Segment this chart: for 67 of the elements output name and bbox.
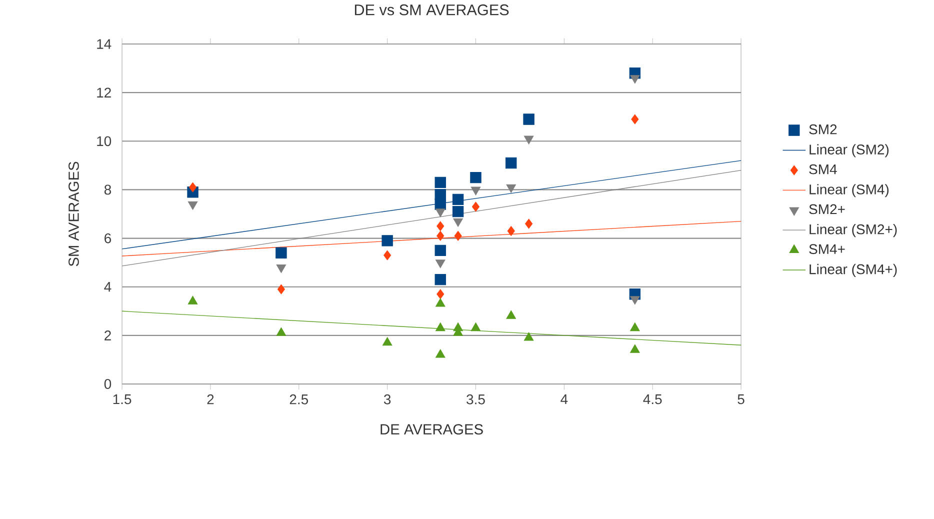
point: [434, 274, 446, 286]
point: [276, 247, 287, 259]
point: [382, 337, 392, 346]
point: [630, 322, 640, 332]
y-tick-label: 12: [97, 88, 111, 98]
x-tick-label: 1.5: [113, 394, 132, 404]
point: [277, 284, 285, 294]
legend-label: SM2: [809, 124, 837, 134]
y-tick-label: 10: [97, 136, 112, 146]
x-tick-label: 4: [560, 394, 568, 404]
point: [188, 201, 198, 210]
y-tick-label: 0: [104, 379, 112, 390]
point: [452, 206, 464, 218]
x-tick-label: 2: [207, 394, 214, 404]
x-tick-label: 2.5: [290, 394, 308, 404]
point: [436, 231, 444, 241]
point: [470, 172, 482, 184]
point: [189, 182, 197, 192]
legend-label: Linear (SM4+): [810, 264, 897, 278]
point: [436, 221, 444, 232]
legend-label: Linear (SM4): [810, 184, 889, 198]
point: [506, 310, 516, 320]
y-axis-title: SM AVERAGES: [68, 162, 79, 266]
point: [436, 289, 444, 300]
point: [276, 328, 286, 336]
point: [506, 158, 517, 169]
point: [384, 250, 392, 260]
point: [435, 208, 446, 218]
point: [523, 114, 534, 125]
point: [434, 244, 446, 256]
point: [470, 186, 481, 196]
point: [470, 322, 481, 332]
point: [435, 298, 446, 307]
legend-label: Linear (SM2+): [810, 224, 897, 238]
point: [452, 194, 464, 206]
y-tick-label: 8: [104, 184, 112, 195]
legend-label: SM4: [809, 164, 837, 174]
point: [434, 176, 446, 188]
point: [524, 332, 534, 341]
y-tick-label: 4: [104, 282, 112, 292]
point: [524, 136, 534, 144]
point: [507, 226, 515, 236]
y-tick-label: 2: [104, 330, 111, 340]
point: [382, 235, 393, 246]
point: [453, 218, 463, 227]
point: [435, 322, 446, 332]
legend-label: SM2+: [809, 204, 845, 214]
point: [454, 231, 462, 241]
point: [472, 202, 480, 212]
point: [188, 296, 198, 304]
x-axis-title: DE AVERAGES: [380, 424, 483, 435]
point: [630, 75, 640, 84]
point: [630, 344, 640, 354]
legend-label: Linear (SM2): [810, 144, 889, 158]
y-tick-label: 6: [104, 233, 112, 244]
x-tick-label: 3.5: [466, 394, 485, 404]
point: [525, 218, 533, 229]
x-tick-label: 4.5: [643, 394, 662, 404]
x-tick-label: 5: [738, 394, 744, 404]
point: [435, 349, 446, 358]
point: [434, 198, 446, 210]
point: [506, 184, 516, 193]
chart-title: DE vs SM AVERAGES: [354, 4, 509, 16]
x-tick-label: 3: [384, 394, 391, 404]
y-tick-label: 14: [97, 39, 112, 49]
legend-label: SM4+: [809, 244, 845, 254]
point: [631, 114, 639, 124]
